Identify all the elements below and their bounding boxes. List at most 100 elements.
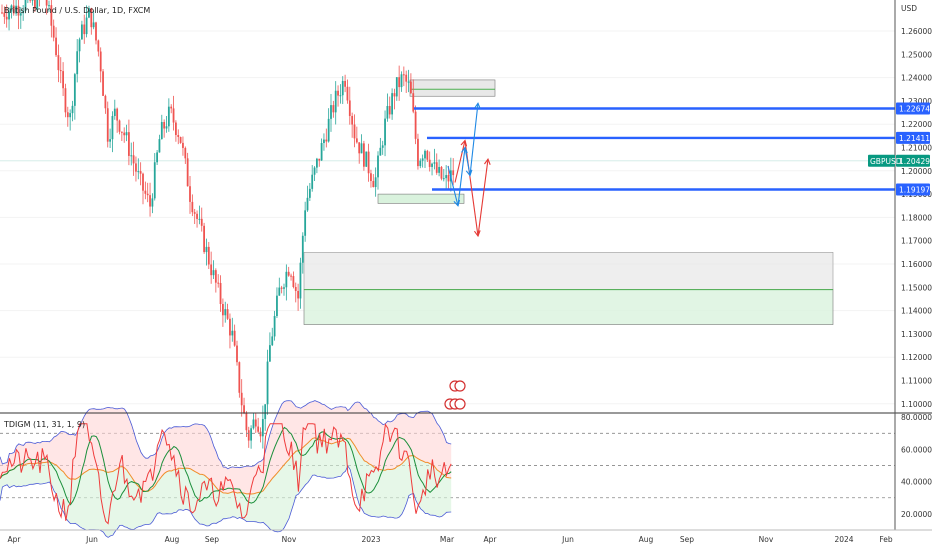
price-badge-label: 1.20429 <box>899 157 930 166</box>
candle-body <box>276 295 278 317</box>
currency-label: USD <box>901 4 917 13</box>
candle-body <box>257 426 260 432</box>
candle-body <box>346 86 349 101</box>
candle-body <box>130 155 133 157</box>
candle-body <box>332 105 335 113</box>
blue-arrow-up-2 <box>469 103 479 176</box>
projection-arrows <box>447 102 491 238</box>
candle-body <box>50 5 53 26</box>
price-tick-label: 1.10000 <box>901 400 932 409</box>
candle-body <box>78 39 81 52</box>
candle-body <box>62 71 64 89</box>
indicator-axis[interactable]: 80.00000 60.00000 40.00000 20.00000 <box>901 413 932 519</box>
candle-body <box>435 162 438 173</box>
candle-body <box>85 17 88 35</box>
candle-body <box>224 309 227 316</box>
candle-body <box>440 166 443 179</box>
indicator-title[interactable]: TDIGM (11, 31, 1, 9) <box>3 420 85 429</box>
candle-body <box>22 10 25 14</box>
candle-body <box>92 22 95 28</box>
candle-body <box>351 115 354 125</box>
candle-body <box>344 80 346 87</box>
candle-body <box>417 138 419 167</box>
candle-body <box>151 198 154 207</box>
candle-body <box>90 8 93 28</box>
gray-zone-upper <box>409 79 496 97</box>
candle-body <box>273 316 276 337</box>
candle-body <box>113 108 116 117</box>
candle-body <box>294 286 297 291</box>
symbol-badge <box>868 154 895 167</box>
candle-body <box>165 126 168 129</box>
price-axis[interactable]: 1.26000 1.25000 1.24000 1.23000 1.22000 1.210… <box>901 27 932 409</box>
candle-body <box>139 171 142 174</box>
price-tick-label: 1.16000 <box>901 260 932 269</box>
red-arrow-up-1 <box>454 140 466 183</box>
candle-body <box>222 303 224 316</box>
candle-body <box>433 162 436 164</box>
candle-body <box>5 16 8 20</box>
candle-body <box>247 430 250 441</box>
candle-body <box>250 428 252 441</box>
price-badge-label: 1.21411 <box>899 134 930 143</box>
candle-body <box>24 0 27 11</box>
candle-body <box>142 173 144 191</box>
time-axis-label: Apr <box>8 535 22 544</box>
candle-body <box>212 270 215 276</box>
candle-body <box>405 74 408 82</box>
time-axis[interactable]: Apr Jun Aug Sep Nov 2023 Mar Apr Jun Aug Sep Nov 202… <box>8 535 893 544</box>
gray-zone-lower <box>303 252 834 290</box>
candle-body <box>8 11 10 20</box>
candle-body <box>278 287 281 296</box>
candle-body <box>29 0 32 1</box>
lower-band-line <box>0 465 452 538</box>
candle-body <box>167 106 170 127</box>
candle-body <box>393 93 396 97</box>
candle-body <box>353 124 356 139</box>
candle-body <box>323 139 325 144</box>
candle-body <box>320 143 323 161</box>
candle-body <box>231 330 234 336</box>
candle-body <box>325 139 328 142</box>
candle-body <box>339 95 342 97</box>
candle-body <box>410 81 412 94</box>
price-tick-label: 1.15000 <box>901 283 932 292</box>
candle-body <box>48 5 50 7</box>
price-tick-label: 1.14000 <box>901 307 932 316</box>
candle-body <box>264 404 267 420</box>
horizontal-levels[interactable] <box>414 107 895 191</box>
candle-body <box>407 81 410 83</box>
candle-body <box>419 160 422 167</box>
candle-body <box>261 419 264 437</box>
candle-body <box>363 143 365 167</box>
candle-body <box>438 166 440 173</box>
candle-body <box>245 413 248 431</box>
candle-body <box>372 181 375 188</box>
candle-body <box>193 212 196 214</box>
time-axis-label: Aug <box>639 535 654 544</box>
candle-body <box>76 51 79 75</box>
candle-body <box>381 145 384 148</box>
event-markers[interactable] <box>444 380 466 410</box>
candle-body <box>355 138 358 143</box>
price-badge-label: 1.22674 <box>899 104 930 113</box>
green-zone-lower <box>303 289 834 325</box>
candle-body <box>337 90 339 96</box>
candle-body <box>236 345 238 363</box>
candle-body <box>175 122 177 135</box>
indicator-tick-label: 20.00000 <box>901 510 932 519</box>
candle-body <box>386 105 389 119</box>
candle-body <box>163 122 166 129</box>
candle-body <box>104 95 107 109</box>
candle-body <box>254 419 257 427</box>
candle-body <box>99 51 102 72</box>
candle-body <box>395 77 398 97</box>
blue-arrow-up-2-head <box>474 102 481 109</box>
candle-body <box>426 150 429 160</box>
candle-body <box>12 5 15 14</box>
candle-body <box>334 90 337 113</box>
candle-body <box>301 235 304 263</box>
candle-body <box>365 151 368 167</box>
candle-body <box>233 330 236 346</box>
